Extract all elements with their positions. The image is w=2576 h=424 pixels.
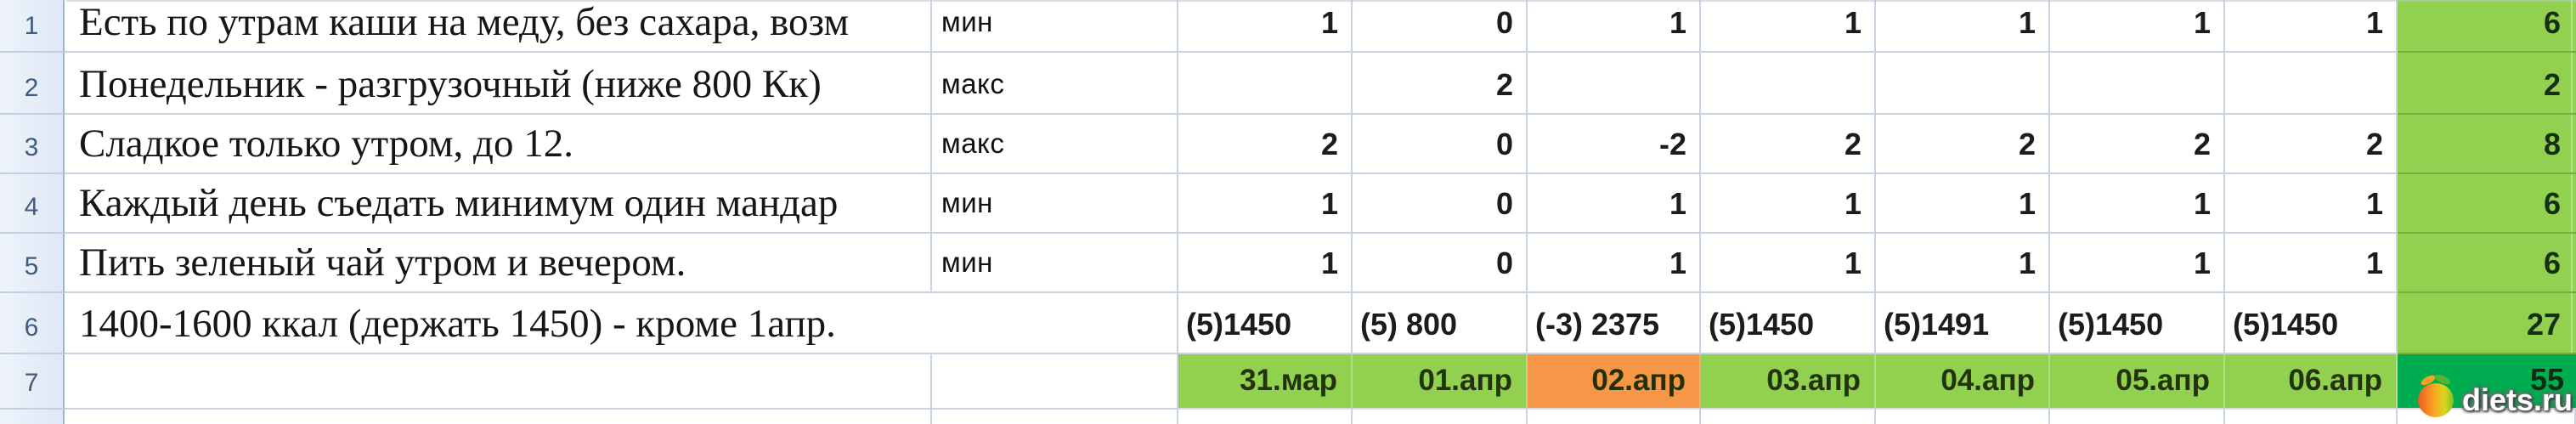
table-row: 2 Понедельник - разгрузочный (ниже 800 Кк… [0, 53, 2576, 115]
rule-type[interactable]: макс [932, 53, 1178, 115]
row-number[interactable]: 4 [0, 174, 65, 234]
value-cell[interactable]: 1 [2225, 234, 2398, 293]
value-cell[interactable] [1876, 53, 2050, 115]
value-cell[interactable]: 1 [2050, 174, 2225, 234]
empty-cell[interactable] [65, 410, 932, 424]
value-cell[interactable]: 1 [1701, 174, 1876, 234]
empty-cell[interactable] [1178, 410, 1353, 424]
rule-label[interactable]: 1400-1600 ккал (держать 1450) - кроме 1а… [65, 293, 1178, 354]
value-cell[interactable]: 1 [1876, 234, 2050, 293]
total-cell[interactable]: 6 [2398, 174, 2576, 234]
rule-label[interactable]: Каждый день съедать минимум один мандар [65, 174, 932, 234]
value-cell[interactable]: 1 [2225, 174, 2398, 234]
empty-cell[interactable] [1701, 410, 1876, 424]
value-cell[interactable]: 1 [1701, 0, 1876, 53]
date-row: 7 31.мар 01.апр 02.апр 03.апр 04.апр 05.апр 06.… [0, 354, 2576, 410]
empty-cell[interactable] [932, 354, 1178, 410]
value-cell[interactable]: 2 [1178, 115, 1353, 174]
rule-type[interactable]: мин [932, 0, 1178, 53]
empty-cell[interactable] [1876, 410, 2050, 424]
value-cell[interactable]: (-3) 2375 [1528, 293, 1701, 354]
value-cell[interactable]: (5)1491 [1876, 293, 2050, 354]
value-cell[interactable]: 1 [1178, 0, 1353, 53]
table-row: 1 Есть по утрам каши на меду, без сахара,… [0, 0, 2576, 53]
value-cell[interactable]: 2 [1353, 53, 1528, 115]
value-cell[interactable] [2225, 53, 2398, 115]
empty-cell[interactable] [2050, 410, 2225, 424]
row-number[interactable]: 1 [0, 0, 65, 53]
value-cell[interactable]: (5)1450 [1701, 293, 1876, 354]
rule-label[interactable]: Пить зеленый чай утром и вечером. [65, 234, 932, 293]
value-cell[interactable]: 1 [1528, 174, 1701, 234]
date-cell[interactable]: 01.апр [1353, 354, 1528, 410]
value-cell[interactable]: 2 [1701, 115, 1876, 174]
value-cell[interactable]: 1 [1178, 234, 1353, 293]
value-cell[interactable]: 1 [2225, 0, 2398, 53]
row-number[interactable]: 6 [0, 293, 65, 354]
apple-logo-icon [2417, 375, 2454, 417]
rule-type[interactable]: мин [932, 234, 1178, 293]
total-cell[interactable]: 2 [2398, 53, 2576, 115]
value-cell[interactable]: 1 [1528, 234, 1701, 293]
partial-row [0, 410, 2576, 424]
value-cell[interactable]: 2 [1876, 115, 2050, 174]
value-cell[interactable] [2050, 53, 2225, 115]
empty-cell[interactable] [932, 410, 1178, 424]
empty-cell[interactable] [1353, 410, 1528, 424]
value-cell[interactable]: 1 [1178, 174, 1353, 234]
empty-cell[interactable] [1528, 410, 1701, 424]
table-row: 6 1400-1600 ккал (держать 1450) - кроме 1… [0, 293, 2576, 354]
date-cell[interactable]: 06.апр [2225, 354, 2398, 410]
value-cell[interactable]: -2 [1528, 115, 1701, 174]
value-cell[interactable]: (5)1450 [2225, 293, 2398, 354]
value-cell[interactable] [1701, 53, 1876, 115]
row-number[interactable]: 2 [0, 53, 65, 115]
row-number[interactable]: 5 [0, 234, 65, 293]
value-cell[interactable]: 2 [2050, 115, 2225, 174]
date-cell[interactable]: 31.мар [1178, 354, 1353, 410]
value-cell[interactable]: (5) 800 [1353, 293, 1528, 354]
rule-label[interactable]: Есть по утрам каши на меду, без сахара, … [65, 0, 932, 53]
date-cell[interactable]: 05.апр [2050, 354, 2225, 410]
value-cell[interactable]: 1 [1528, 0, 1701, 53]
empty-cell[interactable] [65, 354, 932, 410]
total-cell[interactable]: 27 [2398, 293, 2576, 354]
value-cell[interactable]: (5)1450 [2050, 293, 2225, 354]
row-number[interactable]: 7 [0, 354, 65, 410]
table-row: 3 Сладкое только утром, до 12. макс 2 0 -2 2 2 2… [0, 115, 2576, 174]
date-cell[interactable]: 03.апр [1701, 354, 1876, 410]
value-cell[interactable]: 2 [2225, 115, 2398, 174]
rule-label[interactable]: Сладкое только утром, до 12. [65, 115, 932, 174]
rule-type[interactable]: макс [932, 115, 1178, 174]
value-cell[interactable]: 0 [1353, 115, 1528, 174]
rule-type[interactable]: мин [932, 174, 1178, 234]
value-cell[interactable]: 1 [2050, 0, 2225, 53]
value-cell[interactable]: 1 [1876, 174, 2050, 234]
value-cell[interactable] [1178, 53, 1353, 115]
row-number[interactable] [0, 410, 65, 424]
value-cell[interactable]: 0 [1353, 0, 1528, 53]
value-cell[interactable]: 0 [1353, 234, 1528, 293]
table-row: 4 Каждый день съедать минимум один мандар… [0, 174, 2576, 234]
value-cell[interactable]: 1 [2050, 234, 2225, 293]
watermark-text: diets.ru [2461, 382, 2573, 417]
value-cell[interactable]: 1 [1876, 0, 2050, 53]
date-cell[interactable]: 04.апр [1876, 354, 2050, 410]
value-cell[interactable]: 0 [1353, 174, 1528, 234]
date-cell[interactable]: 02.апр [1528, 354, 1701, 410]
value-cell[interactable] [1528, 53, 1701, 115]
value-cell[interactable]: 1 [1701, 234, 1876, 293]
total-cell[interactable]: 6 [2398, 0, 2576, 53]
row-number[interactable]: 3 [0, 115, 65, 174]
total-cell[interactable]: 6 [2398, 234, 2576, 293]
table-row: 5 Пить зеленый чай утром и вечером. мин 1 0 1… [0, 234, 2576, 293]
empty-cell[interactable] [2225, 410, 2398, 424]
watermark: diets.ru [2413, 370, 2573, 419]
total-cell[interactable]: 8 [2398, 115, 2576, 174]
rule-label[interactable]: Понедельник - разгрузочный (ниже 800 Кк) [65, 53, 932, 115]
value-cell[interactable]: (5)1450 [1178, 293, 1353, 354]
